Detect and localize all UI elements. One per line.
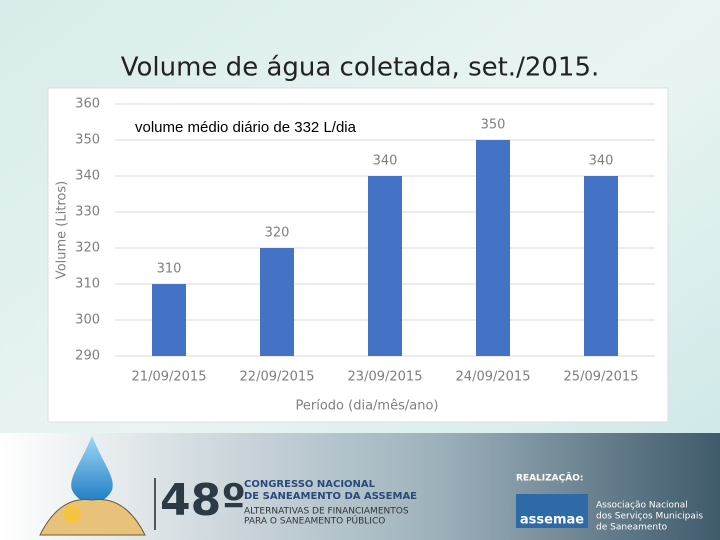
org-name: dos Serviços Municipais <box>596 512 703 522</box>
bar <box>368 176 402 356</box>
congress-line: CONGRESSO NACIONAL <box>244 479 376 490</box>
bar <box>152 284 186 356</box>
y-axis-label: Volume (Litros) <box>55 181 70 279</box>
org-logo: assemae <box>520 513 584 528</box>
y-tick-label: 330 <box>75 205 100 220</box>
chart-area <box>47 87 669 423</box>
x-tick-label: 25/09/2015 <box>564 370 639 385</box>
y-tick-label: 350 <box>75 133 100 148</box>
value-label: 340 <box>589 154 614 169</box>
value-label: 340 <box>373 154 398 169</box>
x-tick-label: 24/09/2015 <box>456 370 531 385</box>
y-tick-label: 320 <box>75 241 100 256</box>
theme-line: PARA O SANEAMENTO PÚBLICO <box>244 515 385 527</box>
x-tick-label: 22/09/2015 <box>240 370 315 385</box>
slide-title: Volume de água coletada, set./2015. <box>121 53 600 83</box>
drop-logo <box>71 436 113 503</box>
theme-line: ALTERNATIVAS DE FINANCIAMENTOS <box>244 507 409 517</box>
edition: 48º <box>160 475 246 526</box>
y-tick-label: 300 <box>75 313 100 328</box>
annotation: volume médio diário de 332 L/dia <box>135 119 357 136</box>
org-name: de Saneamento <box>596 523 668 533</box>
congress-line: DE SANEAMENTO DA ASSEMAE <box>244 491 417 502</box>
org-name: Associação Nacional <box>596 501 688 511</box>
x-axis-label: Período (dia/mês/ano) <box>296 399 439 414</box>
value-label: 320 <box>265 226 290 241</box>
y-tick-label: 340 <box>75 169 100 184</box>
bar <box>584 176 618 356</box>
realization-label: REALIZAÇÃO: <box>516 473 583 484</box>
y-tick-label: 310 <box>75 277 100 292</box>
plot: 290 300 310 320 330 340 350 360 21/09/2015 310 22/… <box>75 97 655 385</box>
value-label: 350 <box>481 118 506 133</box>
bar <box>260 248 294 356</box>
org-logo-box <box>516 494 588 528</box>
y-tick-label: 290 <box>75 349 100 364</box>
y-tick-label: 360 <box>75 97 100 112</box>
value-label: 310 <box>157 262 182 277</box>
x-tick-label: 21/09/2015 <box>132 370 207 385</box>
bar <box>476 140 510 356</box>
sun-icon <box>63 505 81 523</box>
x-tick-label: 23/09/2015 <box>348 370 423 385</box>
